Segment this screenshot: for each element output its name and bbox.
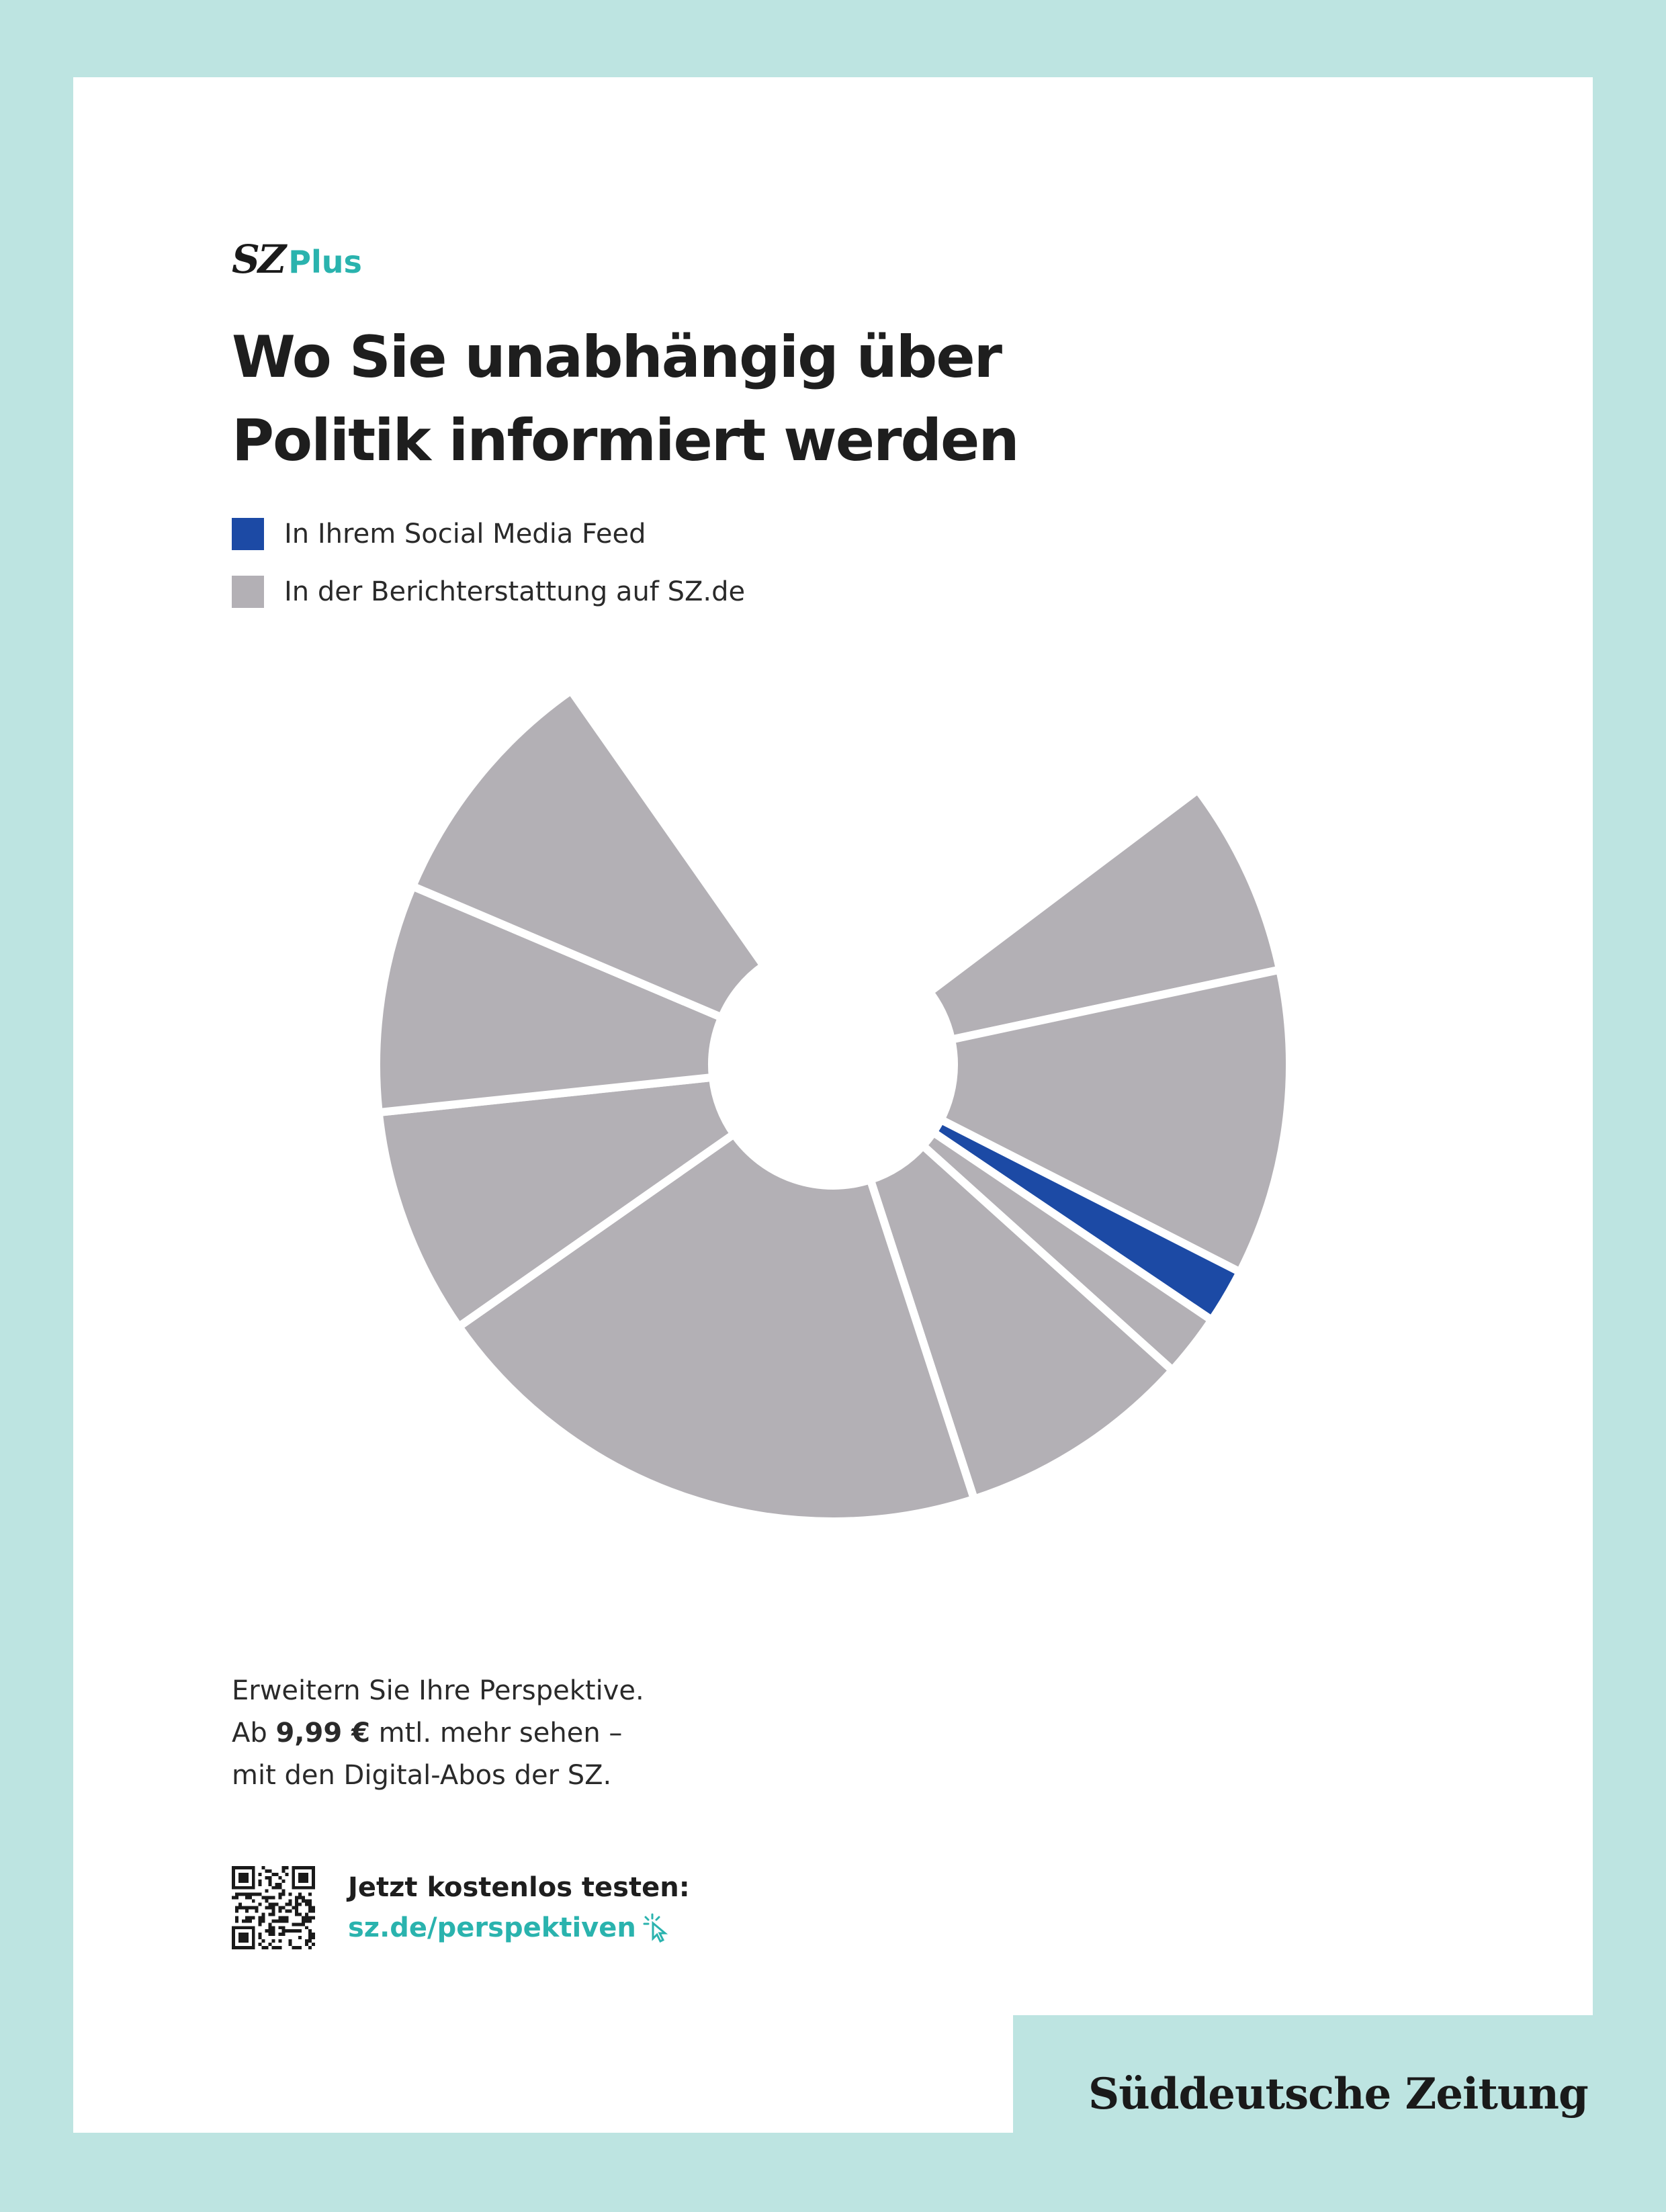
qr-code[interactable] [232, 1866, 315, 1949]
body-copy: Erweitern Sie Ihre Perspektive. Ab 9,99 … [232, 1670, 644, 1797]
legend-item-social: In Ihrem Social Media Feed [232, 505, 745, 563]
masthead-logo: Süddeutsche Zeitung [1088, 2069, 1589, 2119]
chart-slice-9 [407, 684, 770, 1023]
sz-plus-logo: SZ Plus [232, 236, 362, 282]
cta-link-row[interactable]: sz.de/perspektiven [348, 1908, 690, 1948]
copy-line-2: Ab 9,99 € mtl. mehr sehen – [232, 1712, 644, 1755]
chart-slice-7 [374, 1073, 740, 1333]
legend-swatch-social [232, 518, 264, 550]
logo-plus: Plus [288, 244, 362, 280]
legend-label-sz: In der Berichterstattung auf SZ.de [284, 576, 746, 607]
copy-line-1: Erweitern Sie Ihre Perspektive. [232, 1675, 644, 1706]
chart-slice-1 [924, 784, 1285, 1045]
chart-slice-6 [453, 1128, 979, 1525]
donut-chart [372, 684, 1294, 1525]
legend-label-social: In Ihrem Social Media Feed [284, 519, 646, 549]
legend-item-sz: In der Berichterstattung auf SZ.de [232, 563, 745, 621]
headline: Wo Sie unabhängig über Politik informier… [232, 316, 1307, 482]
chart-legend: In Ihrem Social Media Feed In der Berich… [232, 505, 745, 621]
cursor-click-icon [643, 1913, 668, 1943]
legend-swatch-sz [232, 576, 264, 608]
masthead-panel [1013, 2015, 1666, 2212]
chart-slice-2 [935, 965, 1294, 1278]
headline-line-2: Politik informiert werden [232, 407, 1020, 474]
cta-block: Jetzt kostenlos testen: sz.de/perspektiv… [348, 1867, 690, 1948]
chart-slice-8 [372, 881, 728, 1117]
logo-mark: SZ [232, 236, 286, 282]
copy-line-3: mit den Digital-Abos der SZ. [232, 1760, 612, 1791]
cta-title: Jetzt kostenlos testen: [348, 1872, 690, 1903]
headline-line-1: Wo Sie unabhängig über [232, 324, 1002, 391]
copy-price-prefix: Ab [232, 1718, 276, 1749]
copy-price: 9,99 € [275, 1718, 370, 1749]
cta-link[interactable]: sz.de/perspektiven [348, 1912, 636, 1943]
copy-price-suffix: mtl. mehr sehen – [369, 1718, 623, 1749]
ad-page [73, 77, 1593, 2133]
